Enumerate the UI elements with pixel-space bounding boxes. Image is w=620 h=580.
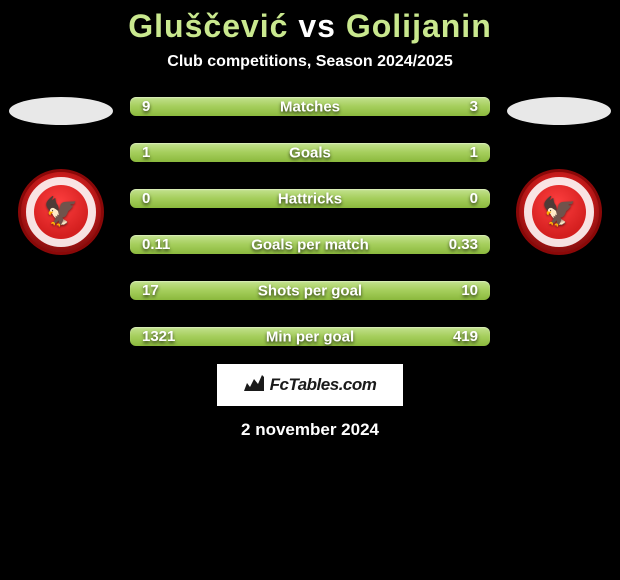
player1-name: Gluščević [128,8,288,44]
stat-left-value: 9 [142,98,150,115]
stat-row-goals-per-match: 0.11 Goals per match 0.33 [130,235,490,254]
stat-right-value: 1 [470,144,478,161]
badge-inner: 🦅 [34,185,88,239]
stat-left-value: 0 [142,190,150,207]
stat-label: Matches [280,98,340,115]
stat-row-min-per-goal: 1321 Min per goal 419 [130,327,490,346]
player1-club-badge: 🦅 [18,169,104,255]
stat-row-hattricks: 0 Hattricks 0 [130,189,490,208]
stat-left-value: 1 [142,144,150,161]
right-column: 🦅 [504,97,614,255]
eagle-icon: 🦅 [542,198,577,226]
stat-right-value: 10 [461,282,478,299]
footer-date: 2 november 2024 [0,420,620,440]
brand-box: FcTables.com [217,364,403,406]
player2-club-badge: 🦅 [516,169,602,255]
stat-label: Shots per goal [258,282,362,299]
subtitle: Club competitions, Season 2024/2025 [0,53,620,71]
page-title: Gluščević vs Golijanin [0,0,620,45]
stat-row-shots-per-goal: 17 Shots per goal 10 [130,281,490,300]
stat-left-value: 0.11 [142,236,170,253]
chart-icon [244,375,264,396]
stat-right-value: 0 [470,190,478,207]
player2-photo-placeholder [507,97,611,125]
stat-row-matches: 9 Matches 3 [130,97,490,116]
stat-right-value: 419 [453,328,478,345]
player2-name: Golijanin [346,8,492,44]
stat-label: Goals [289,144,331,161]
stat-label: Min per goal [266,328,354,345]
stat-label: Goals per match [251,236,369,253]
stats-panel: 9 Matches 3 1 Goals 1 0 Hattricks 0 0.11… [130,97,490,346]
vs-label: vs [298,8,336,44]
eagle-icon: 🦅 [44,198,79,226]
main-content: 🦅 9 Matches 3 1 Goals 1 0 Hattricks 0 0.… [0,97,620,346]
stat-right-value: 0.33 [449,236,478,253]
stat-row-goals: 1 Goals 1 [130,143,490,162]
stat-label: Hattricks [278,190,342,207]
badge-inner: 🦅 [532,185,586,239]
brand-text: FcTables.com [270,375,377,395]
player1-photo-placeholder [9,97,113,125]
stat-right-value: 3 [470,98,478,115]
stat-left-value: 1321 [142,328,175,345]
stat-left-value: 17 [142,282,159,299]
left-column: 🦅 [6,97,116,255]
